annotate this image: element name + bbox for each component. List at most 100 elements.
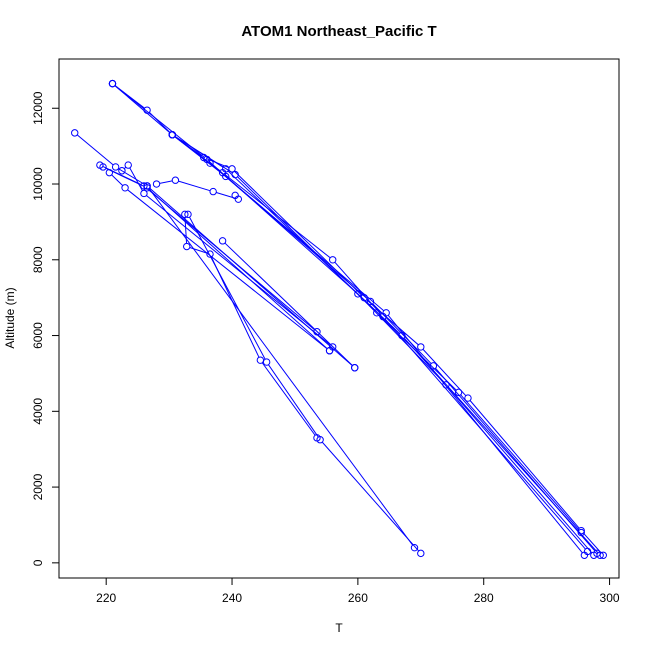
series-line-segment (146, 195, 331, 346)
data-point (316, 436, 324, 444)
data-point (99, 163, 107, 171)
x-tick-label: 280 (474, 591, 494, 605)
data-point (262, 358, 271, 366)
series-6 (168, 131, 592, 556)
data-point (184, 210, 192, 219)
y-tick-label: 0 (31, 559, 45, 566)
plot-frame (58, 58, 620, 579)
series-15 (218, 237, 359, 372)
series-line-segment (212, 164, 369, 300)
series-line-segment (76, 134, 114, 166)
series-line-segment (384, 318, 586, 550)
y-axis-label: Altitude (m) (3, 287, 17, 348)
x-tick-label: 300 (600, 591, 620, 605)
series-12 (152, 176, 243, 203)
data-point (111, 163, 120, 171)
y-tick-label: 4000 (31, 398, 45, 425)
series-line-segment (447, 386, 593, 554)
y-tick-label: 6000 (31, 322, 45, 349)
data-point (329, 256, 337, 264)
x-axis-label: T (335, 621, 343, 635)
chart-title: ATOM1 Northeast_Pacific T (241, 23, 436, 40)
series-line-segment (372, 303, 432, 364)
series-16 (143, 182, 419, 552)
series-line-segment (149, 187, 353, 367)
data-point (379, 312, 387, 321)
data-point (183, 242, 191, 251)
series-line-segment (127, 189, 328, 350)
x-tick-label: 240 (222, 591, 242, 605)
data-point (231, 191, 239, 200)
series-line-segment (460, 394, 580, 531)
data-point (108, 79, 117, 88)
y-axis: 0 2000 4000 6000 8000 10000 12000 (31, 91, 60, 566)
series-line-segment (174, 136, 221, 172)
series-line-segment (227, 170, 400, 334)
x-tick-label: 220 (96, 591, 116, 605)
series-line-segment (174, 136, 224, 168)
series-5 (168, 131, 604, 559)
data-point (429, 362, 438, 370)
data-point (218, 237, 227, 245)
data-point (577, 528, 585, 537)
series-line-segment (118, 168, 145, 185)
data-point (209, 187, 217, 196)
series-1 (108, 79, 589, 559)
series-line-segment (224, 242, 353, 366)
data-point (124, 161, 132, 169)
data-point (168, 131, 176, 139)
data-point (351, 364, 359, 372)
y-tick-label: 8000 (31, 246, 45, 273)
data-point (152, 180, 161, 188)
data-point (256, 356, 265, 364)
series-3 (168, 131, 601, 558)
y-tick-label: 12000 (31, 91, 45, 125)
series-4 (168, 131, 585, 537)
data-point (121, 184, 129, 192)
data-point (410, 543, 419, 552)
series-line-segment (583, 532, 602, 554)
data-point (596, 551, 604, 559)
data-point (105, 168, 114, 177)
series-2 (108, 79, 598, 559)
series-line-segment (148, 188, 414, 546)
x-axis: 220 240 260 280 300 (96, 577, 620, 605)
x-tick-label: 260 (348, 591, 368, 605)
series-line-segment (469, 400, 580, 529)
data-point (206, 250, 214, 258)
data-point (417, 549, 425, 558)
series-line-segment (159, 180, 173, 184)
data-point (417, 343, 425, 351)
data-point (329, 343, 337, 351)
data-point (143, 184, 151, 192)
series-line-segment (189, 216, 266, 360)
series-11 (118, 161, 337, 351)
data-point (71, 129, 79, 137)
data-point (171, 176, 180, 184)
data-point (118, 167, 126, 175)
data-layer (71, 79, 607, 559)
series-line-segment (129, 167, 143, 191)
y-tick-label: 10000 (31, 167, 45, 201)
data-point (143, 182, 151, 190)
series-line-segment (224, 174, 331, 259)
series-line-segment (261, 362, 316, 436)
data-point (583, 547, 592, 556)
data-point (181, 210, 189, 219)
series-line-segment (403, 337, 599, 554)
y-tick-label: 2000 (31, 473, 45, 500)
data-point (206, 159, 214, 167)
series-line-segment (189, 247, 208, 254)
series-line-segment (178, 180, 211, 192)
data-point (366, 297, 375, 306)
series-10 (105, 168, 334, 355)
series-14 (184, 210, 425, 558)
data-point (140, 189, 148, 198)
series-line-segment (334, 261, 382, 315)
data-point (454, 388, 463, 397)
series-line-segment (321, 441, 420, 552)
data-point (464, 394, 472, 402)
series-line-segment (111, 174, 124, 186)
series-line-segment (149, 189, 328, 349)
